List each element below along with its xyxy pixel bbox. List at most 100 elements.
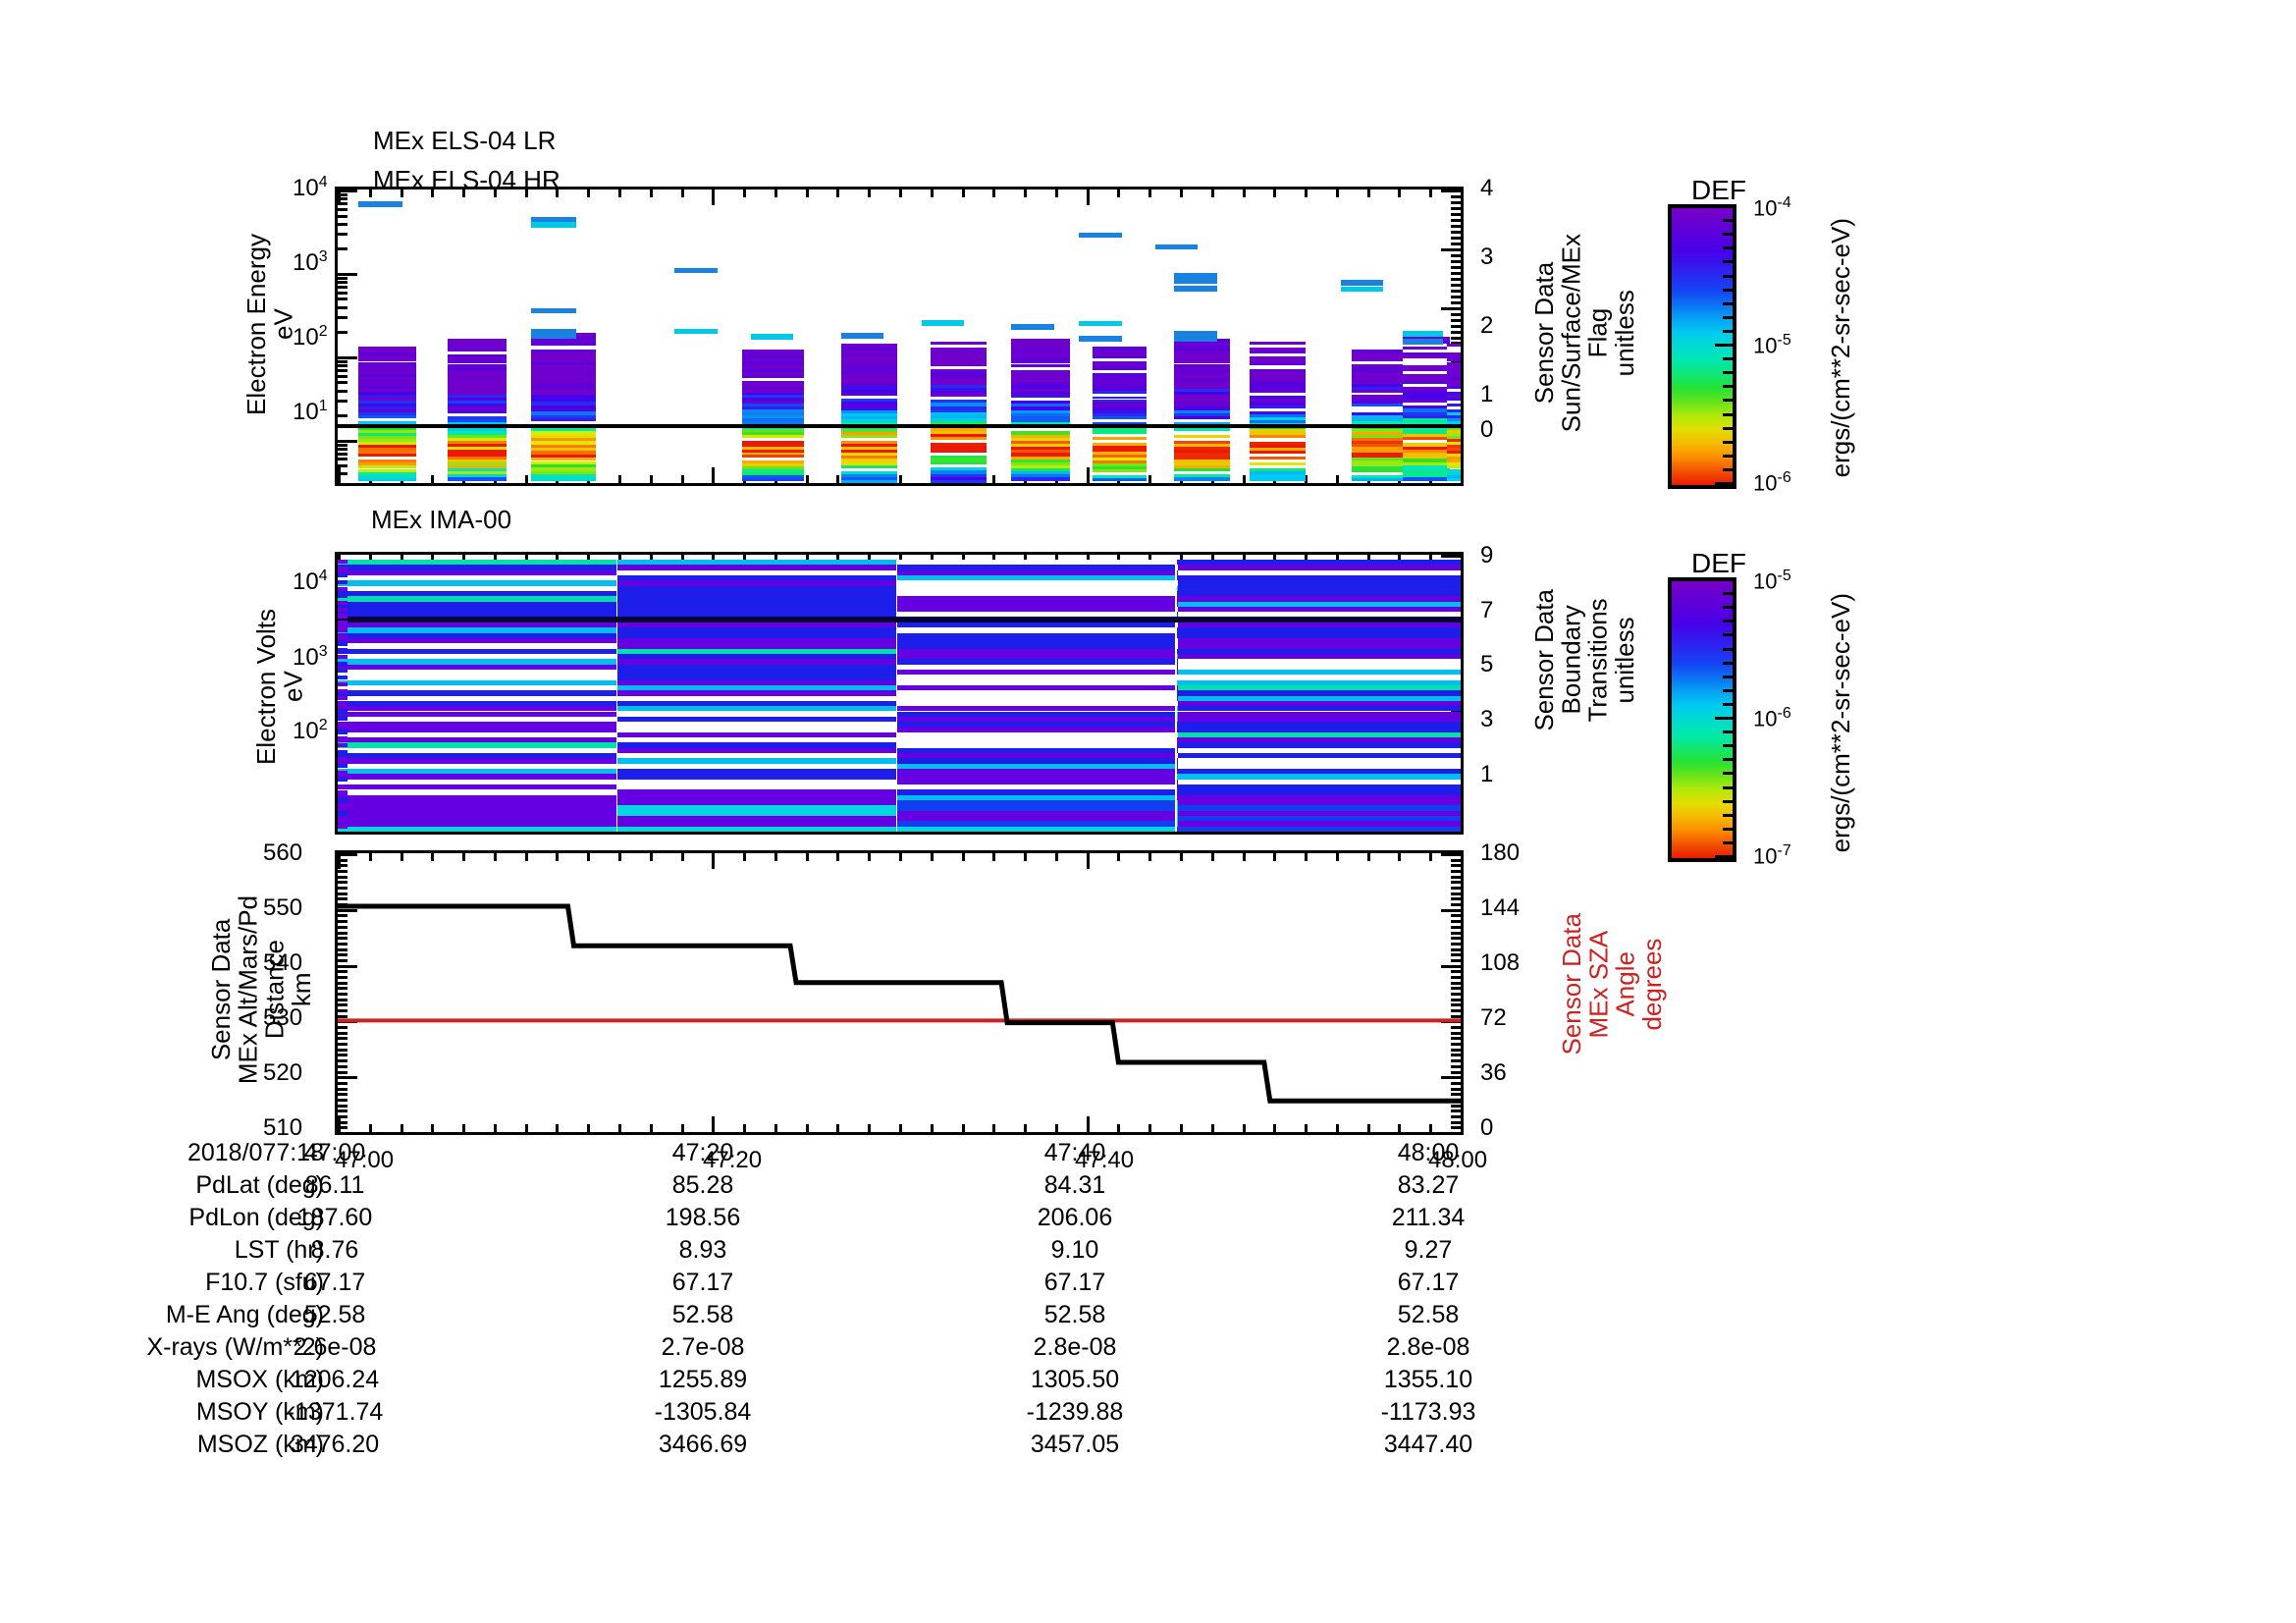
ima-band <box>1177 774 1461 780</box>
ima-band <box>896 653 1176 660</box>
axis-tick <box>1451 1109 1461 1113</box>
axis-tick <box>338 207 347 211</box>
axis-tick <box>1451 1093 1461 1097</box>
spectrogram-band <box>448 428 507 432</box>
spectrogram-band <box>1249 396 1307 400</box>
ima-edge-stripe <box>338 818 348 823</box>
spectrogram-band <box>1092 384 1147 388</box>
spectrogram-band <box>1092 347 1147 351</box>
ima-band <box>338 753 616 759</box>
spectrogram-band <box>1447 391 1461 395</box>
spectrogram-band <box>448 444 507 448</box>
axis-tick <box>743 189 747 197</box>
axis-tick <box>1451 259 1461 263</box>
spectrogram-band <box>741 471 804 475</box>
spectrogram-band <box>357 430 417 434</box>
spectrogram-band <box>1092 437 1147 441</box>
spectrogram-band <box>1174 366 1231 370</box>
spectrogram-bar <box>1174 278 1217 284</box>
spectrogram-band <box>840 447 897 451</box>
spectrogram-band <box>1447 477 1461 481</box>
ima-band <box>616 669 896 676</box>
axis-tick <box>1451 324 1461 328</box>
axis-tick <box>1398 1124 1402 1132</box>
spectrogram-band <box>1447 408 1461 412</box>
ima-band <box>338 591 616 597</box>
axis-tick <box>400 555 403 563</box>
spectrogram-band <box>1092 375 1147 379</box>
spectrogram-band <box>448 342 507 346</box>
spectrogram-band <box>1402 449 1450 453</box>
axis-tick <box>338 1120 347 1124</box>
spectrogram-band <box>1174 394 1231 398</box>
spectrogram-band <box>741 357 804 361</box>
axis-tick <box>680 555 684 563</box>
colorbar-tick <box>1715 482 1733 485</box>
panel-ima-plot[interactable] <box>335 552 1464 835</box>
axis-tick <box>1242 475 1246 483</box>
panel-els-title-lr: MEx ELS-04 LR <box>373 126 557 155</box>
ima-band <box>338 794 616 801</box>
ima-edge-stripe <box>338 600 348 605</box>
spectrogram-band <box>357 373 417 377</box>
table-cell: -1239.88 <box>1026 1398 1124 1426</box>
axis-tick <box>961 1124 965 1132</box>
colorbar-tick <box>1723 233 1733 237</box>
ima-band <box>1177 601 1461 607</box>
spectrogram-band <box>357 465 417 469</box>
spectrogram-band <box>530 444 597 449</box>
spectrogram-band <box>1402 461 1450 465</box>
axis-tick <box>1441 247 1461 251</box>
ima-band <box>338 585 616 591</box>
table-cell: 1355.10 <box>1383 1366 1473 1393</box>
spectrogram-band <box>840 440 897 444</box>
spectrogram-band <box>1174 345 1231 349</box>
axis-tick <box>680 1124 684 1132</box>
colorbar-tick <box>1723 647 1733 651</box>
ima-band <box>1177 821 1461 827</box>
ima-band <box>338 826 616 832</box>
axis-tick <box>1451 892 1461 895</box>
ima-band <box>338 601 616 607</box>
spectrogram-band <box>931 415 988 419</box>
ima-band <box>338 774 616 780</box>
panel-alt-plot[interactable] <box>335 850 1464 1135</box>
axis-tick <box>649 853 653 861</box>
spectrogram-band <box>1447 415 1461 419</box>
axis-tick <box>400 853 403 861</box>
els-y2tick-0: 0 <box>1480 416 1494 443</box>
spectrogram-band <box>448 366 507 370</box>
axis-tick <box>680 189 684 197</box>
spectrogram-band <box>1352 463 1406 467</box>
spectrogram-band <box>448 404 507 407</box>
sza-y2tick-0: 0 <box>1480 1114 1494 1141</box>
colorbar-tick <box>1723 785 1733 789</box>
spectrogram-band <box>1352 420 1406 424</box>
panel-els-plot[interactable] <box>335 187 1464 486</box>
spectrogram-band <box>1447 370 1461 374</box>
ima-band <box>896 821 1176 827</box>
ima-band <box>616 580 896 586</box>
spectrogram-band <box>1011 357 1070 361</box>
colorbar-tick <box>1723 675 1733 678</box>
spectrogram-band <box>1447 460 1461 463</box>
ima-band <box>1177 569 1461 575</box>
ima-block <box>338 560 616 832</box>
axis-tick <box>338 1081 347 1085</box>
spectrogram-band <box>357 376 417 380</box>
axis-tick <box>338 355 357 359</box>
spectrogram-bar <box>1174 331 1217 337</box>
spectrogram-band <box>1352 406 1406 409</box>
colorbar-tick <box>1723 440 1733 444</box>
spectrogram-band <box>1352 352 1406 355</box>
spectrogram-band <box>1011 431 1070 435</box>
spectrogram-band <box>931 476 988 480</box>
spectrogram-band <box>1249 474 1307 478</box>
spectrogram-band <box>931 372 988 376</box>
axis-tick <box>1451 1043 1461 1047</box>
spectrogram-band <box>1447 439 1461 443</box>
axis-tick <box>1305 1124 1308 1132</box>
spectrogram-band <box>1174 477 1231 481</box>
axis-tick <box>1242 853 1246 861</box>
ima-band <box>896 737 1176 743</box>
